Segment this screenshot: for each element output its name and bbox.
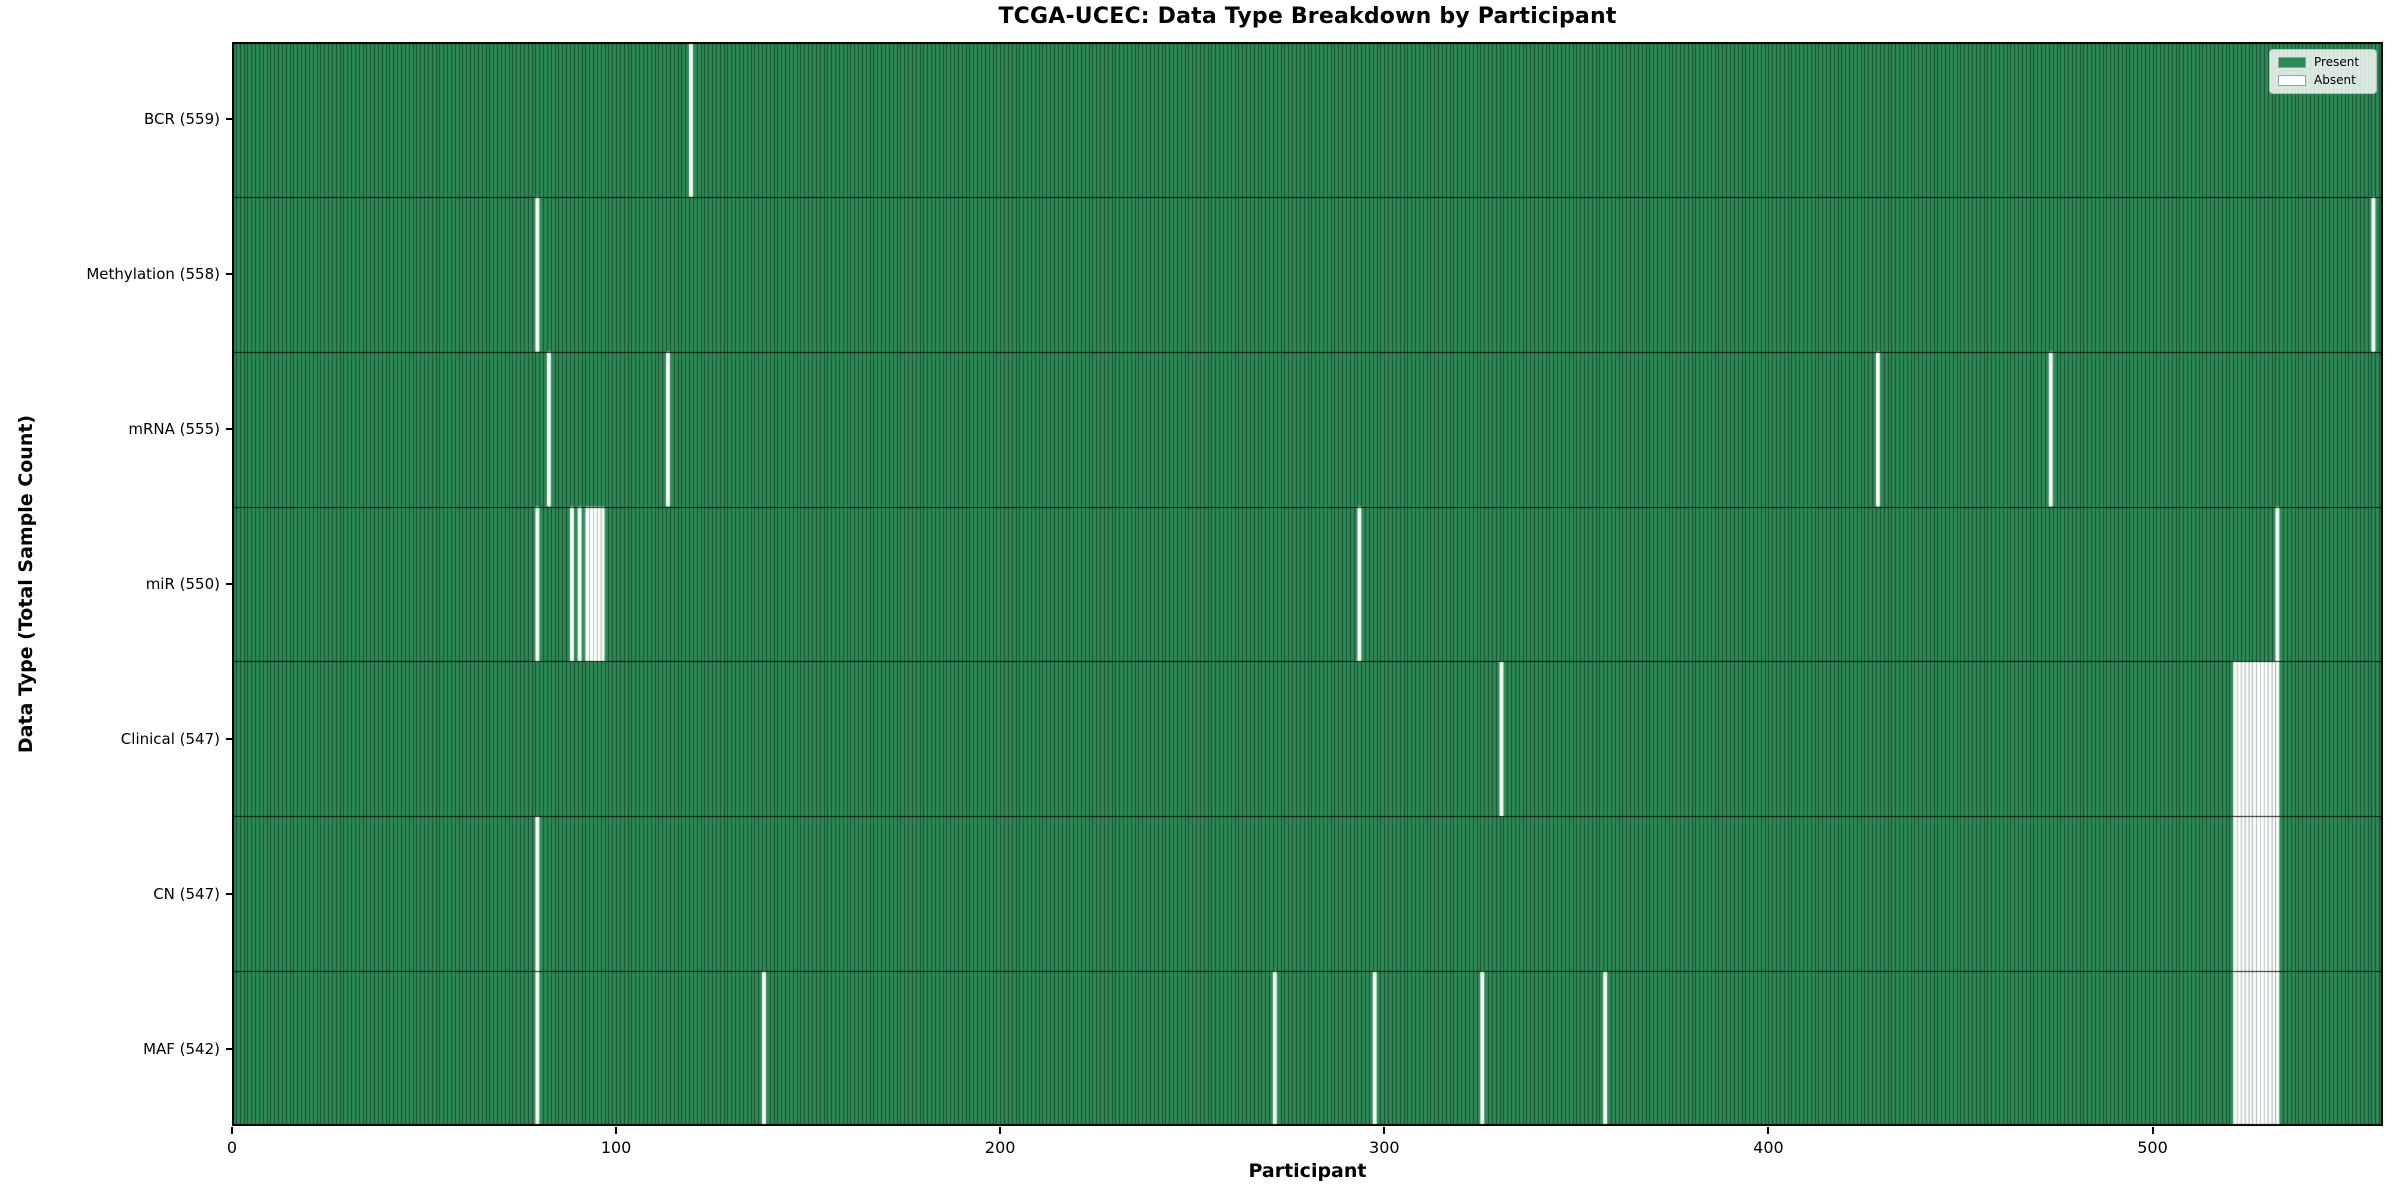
y-tick-label-clinical: Clinical (547) (120, 729, 220, 748)
heatmap-canvas (232, 42, 2383, 1126)
y-tick-label-bcr: BCR (559) (143, 110, 220, 129)
x-tick-label-300: 300 (1369, 1138, 1400, 1157)
legend-label-present: Present (2314, 55, 2360, 69)
x-tick-mark (1383, 1127, 1386, 1134)
y-tick-mark (226, 892, 232, 895)
legend-swatch-present (2278, 57, 2306, 68)
x-tick-mark (2151, 1127, 2154, 1134)
x-tick-label-0: 0 (226, 1138, 238, 1157)
x-tick-label-500: 500 (2137, 1138, 2168, 1157)
y-tick-mark (226, 737, 232, 740)
legend-label-absent: Absent (2314, 73, 2356, 87)
x-tick-mark (231, 1127, 233, 1134)
y-tick-mark (226, 118, 232, 121)
y-tick-mark (226, 1047, 232, 1050)
y-tick-label-mir: miR (550) (145, 575, 220, 593)
y-tick-mark (226, 583, 232, 585)
x-tick-label-100: 100 (600, 1138, 632, 1157)
x-tick-mark (999, 1127, 1002, 1134)
legend-entry-absent: Absent (2278, 74, 2368, 87)
y-tick-label-methylation: Methylation (558) (86, 265, 220, 284)
x-tick-label-200: 200 (984, 1138, 1016, 1157)
legend-entry-present: Present (2278, 56, 2368, 69)
x-tick-label-400: 400 (1753, 1138, 1784, 1157)
x-axis-label: Participant (1248, 1160, 1367, 1182)
y-tick-mark (226, 273, 232, 276)
y-tick-mark (226, 428, 232, 431)
y-tick-label-maf: MAF (542) (143, 1039, 220, 1058)
y-tick-label-mrna: mRNA (555) (128, 420, 220, 439)
x-tick-mark (1767, 1127, 1770, 1134)
legend: Present Absent (2269, 49, 2377, 94)
x-tick-mark (615, 1127, 618, 1134)
legend-swatch-absent (2278, 75, 2306, 86)
chart-title: TCGA-UCEC: Data Type Breakdown by Partic… (998, 4, 1617, 29)
y-tick-label-cn: CN (547) (153, 884, 220, 903)
